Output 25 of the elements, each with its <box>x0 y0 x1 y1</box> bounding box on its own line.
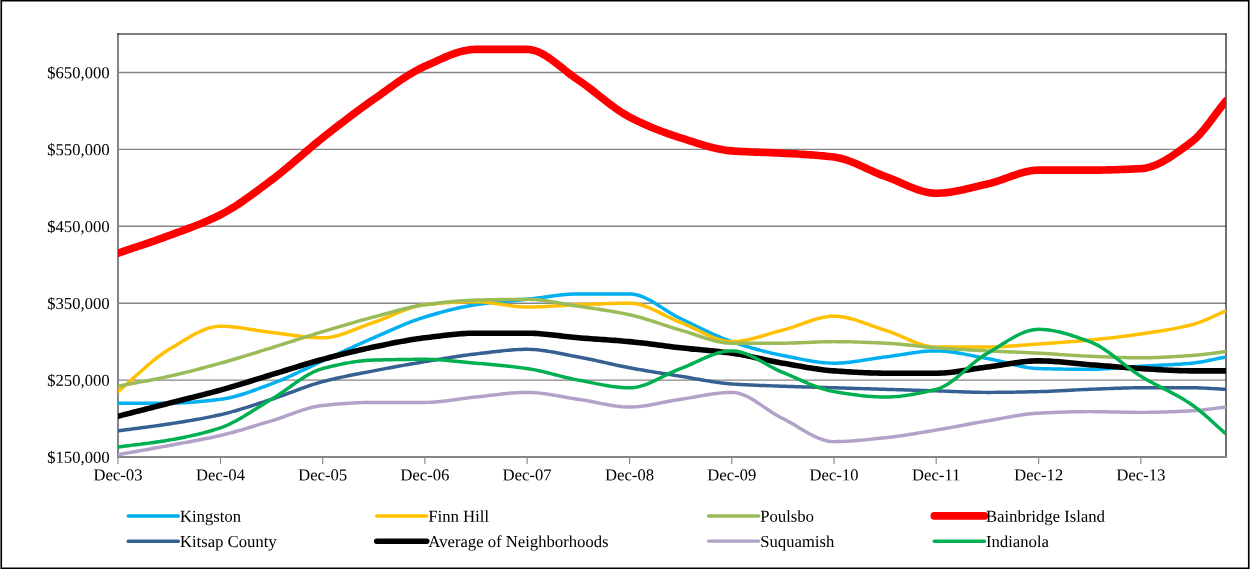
x-tick-label: Dec-11 <box>912 469 960 481</box>
x-tick-label: Dec-08 <box>605 469 654 481</box>
legend-label: Average of Neighborhoods <box>428 535 608 551</box>
legend-label: Indianola <box>986 535 1049 548</box>
legend-label: Kingston <box>180 510 241 526</box>
y-tick-label: $250,000 <box>47 373 110 389</box>
x-tick-label: Dec-10 <box>809 469 858 481</box>
y-tick-label: $450,000 <box>47 219 110 235</box>
legend-label: Bainbridge Island <box>986 510 1105 526</box>
x-tick-label: Dec-05 <box>298 469 347 481</box>
y-tick-label: $650,000 <box>47 66 110 81</box>
x-tick-label: Dec-07 <box>503 469 552 481</box>
legend-label: Kitsap County <box>180 535 277 551</box>
x-tick-label: Dec-12 <box>1014 469 1063 481</box>
y-tick-label: $150,000 <box>47 450 110 466</box>
y-tick-label: $350,000 <box>47 296 110 312</box>
x-tick-label: Dec-13 <box>1116 469 1165 481</box>
legend-label: Poulsbo <box>760 510 814 522</box>
legend-label: Suquamish <box>761 535 835 551</box>
legend-label: Finn Hill <box>428 510 489 522</box>
x-tick-label: Dec-04 <box>196 469 245 481</box>
y-tick-label: $550,000 <box>47 143 110 158</box>
x-tick-label: Dec-03 <box>93 469 142 481</box>
x-tick-label: Dec-06 <box>400 469 449 481</box>
x-tick-label: Dec-09 <box>707 469 756 481</box>
